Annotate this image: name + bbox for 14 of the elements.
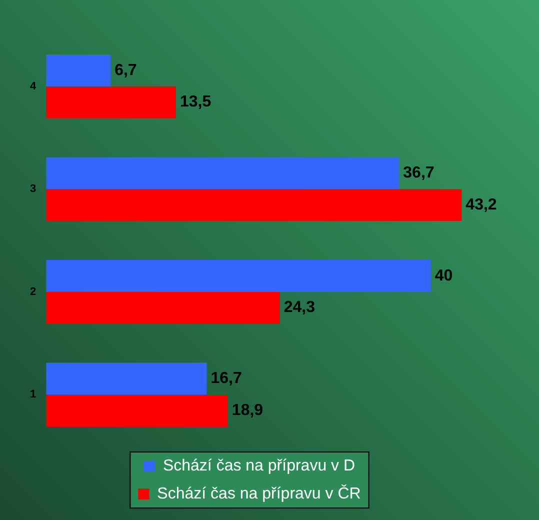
legend-label: Schází čas na přípravu v ČR <box>157 484 361 502</box>
data-label: 24,3 <box>284 299 316 316</box>
data-label: 16,7 <box>210 370 242 388</box>
y-tick-label: 4 <box>30 80 37 92</box>
data-label: 18,9 <box>232 402 264 419</box>
y-tick-label: 2 <box>30 286 36 298</box>
legend-label: Schází čas na přípravu v D <box>162 457 356 474</box>
data-label: 43,2 <box>466 196 497 214</box>
y-tick-label: 3 <box>30 183 36 196</box>
data-label: 6,7 <box>114 62 137 79</box>
data-label: 36,7 <box>403 164 434 182</box>
y-tick-label: 1 <box>30 388 36 401</box>
data-label: 13,5 <box>180 94 212 111</box>
data-label: 40 <box>434 267 453 284</box>
